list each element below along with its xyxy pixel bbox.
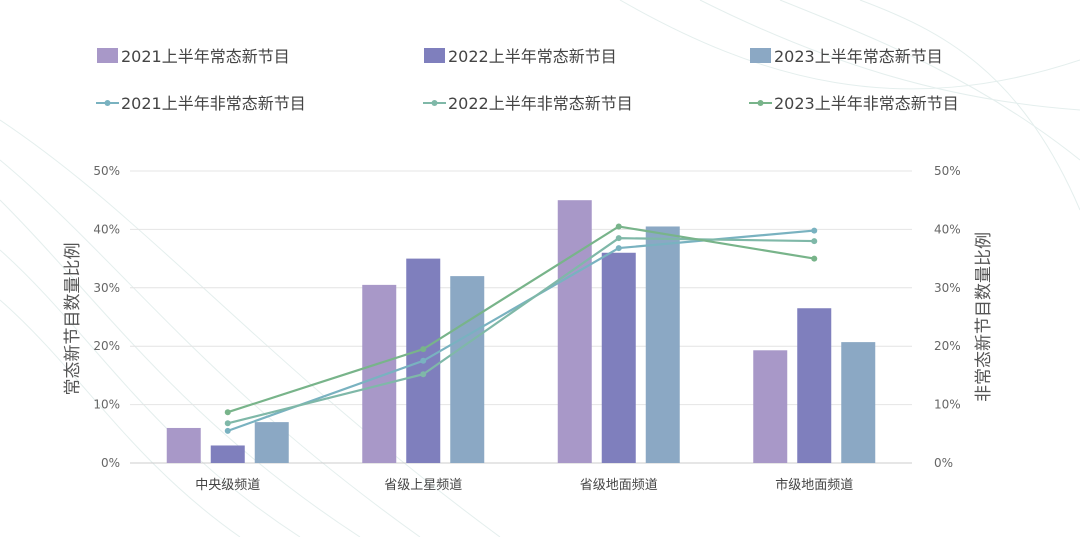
y-tick-right: 0% — [934, 456, 953, 470]
legend-label: 2022上半年非常态新节目 — [448, 94, 633, 113]
y-tick-left: 10% — [93, 398, 120, 412]
line-series — [227, 237, 815, 425]
y-tick-right: 50% — [934, 164, 961, 178]
y-axis-title-left: 常态新节目数量比例 — [63, 243, 83, 396]
legend: 2021上半年常态新节目 2022上半年常态新节目 2023上半年常态新节目 2021… — [96, 47, 959, 113]
line-point — [420, 371, 427, 378]
bar — [166, 427, 201, 463]
bar — [841, 342, 876, 463]
y-axis-title-right: 非常态新节目数量比例 — [974, 232, 994, 402]
legend-label: 2023上半年非常态新节目 — [774, 94, 959, 113]
y-tick-left: 0% — [101, 456, 120, 470]
bar — [557, 200, 592, 463]
legend-label: 2023上半年常态新节目 — [774, 47, 943, 66]
line-point — [615, 235, 622, 242]
x-category-label: 省级上星频道 — [384, 478, 462, 493]
legend-label: 2022上半年常态新节目 — [448, 47, 617, 66]
bar — [362, 284, 397, 463]
bar — [645, 226, 680, 463]
line-series — [227, 225, 815, 414]
y-tick-right: 20% — [934, 339, 961, 353]
y-tick-left: 50% — [93, 164, 120, 178]
y-tick-right: 10% — [934, 398, 961, 412]
line-point — [420, 357, 427, 364]
line-point — [811, 238, 818, 245]
line-point — [224, 427, 231, 434]
legend-swatch-bar — [97, 48, 118, 63]
line-point — [615, 245, 622, 252]
bar-group — [166, 200, 876, 463]
line-point — [615, 223, 622, 230]
legend-label: 2021上半年非常态新节目 — [121, 94, 306, 113]
y-tick-left: 40% — [93, 222, 120, 236]
y-tick-right: 40% — [934, 222, 961, 236]
x-category-label: 中央级频道 — [195, 478, 260, 493]
legend-label: 2021上半年常态新节目 — [121, 47, 290, 66]
legend-swatch-bar — [424, 48, 445, 63]
line-point — [224, 420, 231, 427]
line-point — [224, 409, 231, 416]
legend-swatch-bar — [750, 48, 771, 63]
legend-swatch-point — [757, 100, 764, 106]
bar — [753, 350, 788, 463]
legend-swatch-point — [104, 100, 111, 106]
x-category-label: 市级地面频道 — [775, 477, 853, 493]
bar — [254, 422, 289, 463]
line-point — [811, 227, 818, 234]
y-tick-left: 30% — [93, 281, 120, 295]
bar — [210, 445, 245, 463]
y-tick-left: 20% — [93, 339, 120, 353]
line-point — [420, 346, 427, 353]
axes: 0% 0% 10% 10% 20% 20% 30% 30% 40% 40% 50% 50% 中央级频道 省… — [63, 164, 994, 493]
bar — [450, 276, 485, 463]
bar — [601, 252, 636, 463]
line-group — [224, 223, 818, 434]
y-tick-right: 30% — [934, 281, 961, 295]
legend-swatch-point — [431, 100, 438, 106]
x-category-label: 省级地面频道 — [580, 478, 658, 493]
line-point — [811, 255, 818, 262]
bar — [797, 308, 832, 463]
